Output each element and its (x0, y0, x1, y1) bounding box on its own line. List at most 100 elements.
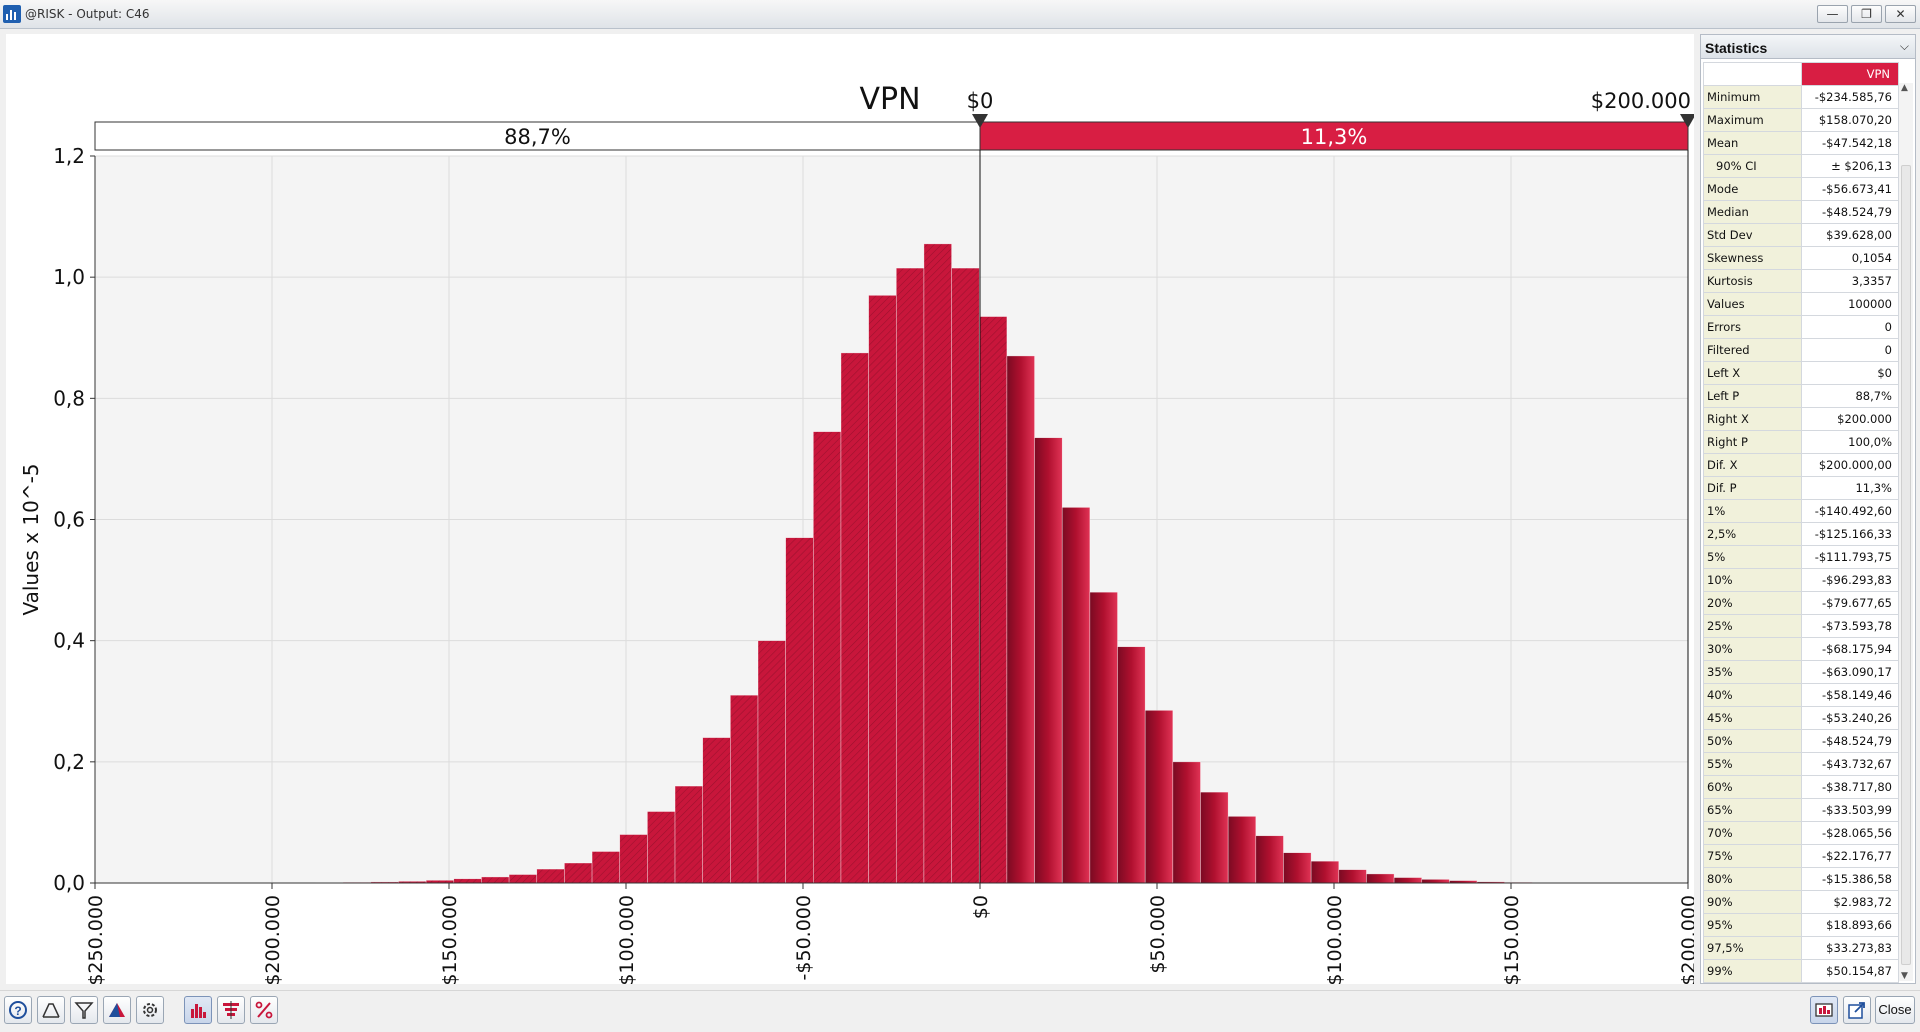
settings-gear-icon (143, 1003, 157, 1017)
statistics-row: 1% -$140.492,60 (1703, 499, 1899, 523)
statistic-label: 70% (1703, 821, 1802, 845)
statistic-value: -$48.524,79 (1800, 200, 1899, 224)
y-tick-label: 1,2 (53, 144, 85, 168)
histogram-bar (1117, 646, 1146, 884)
statistic-value: 0 (1800, 338, 1899, 362)
statistic-label: 75% (1703, 844, 1802, 868)
report-button[interactable] (1810, 996, 1838, 1024)
statistics-title: Statistics (1705, 40, 1768, 56)
left-probability-label: 88,7% (504, 125, 571, 149)
distribution-fit-icon (42, 1003, 60, 1018)
statistic-value: -$28.065,56 (1800, 821, 1899, 845)
histogram-button[interactable] (184, 996, 212, 1024)
statistic-label: Values (1703, 292, 1802, 316)
statistics-row: 80% -$15.386,58 (1703, 867, 1899, 891)
statistic-value: -$63.090,17 (1800, 660, 1899, 684)
statistic-label: 97,5% (1703, 936, 1802, 960)
statistics-row: 40% -$58.149,46 (1703, 683, 1899, 707)
statistics-row: 90% CI ± $206,13 (1703, 154, 1899, 178)
statistic-label: 30% (1703, 637, 1802, 661)
histogram-bar (1006, 355, 1035, 884)
statistic-label: 45% (1703, 706, 1802, 730)
close-button[interactable]: Close (1875, 996, 1915, 1024)
statistics-row: 25% -$73.593,78 (1703, 614, 1899, 638)
histogram-bar (840, 352, 869, 884)
statistics-row: Right X $200.000 (1703, 407, 1899, 431)
statistic-value: -$22.176,77 (1800, 844, 1899, 868)
x-tick-label: -$250.000 (85, 895, 107, 984)
statistic-value: $200.000,00 (1800, 453, 1899, 477)
chart-title: VPN (859, 82, 920, 117)
statistics-row: 35% -$63.090,17 (1703, 660, 1899, 684)
statistic-value: -$56.673,41 (1800, 177, 1899, 201)
distribution-fit-button[interactable] (37, 996, 65, 1024)
histogram-bar (481, 876, 510, 884)
statistic-label: 60% (1703, 775, 1802, 799)
title-bar: @RISK - Output: C46 — ❐ ✕ (0, 0, 1920, 29)
triangle-button[interactable] (103, 996, 131, 1024)
histogram-bar (536, 868, 565, 884)
statistic-label: Dif. X (1703, 453, 1802, 477)
y-tick-label: 0,0 (53, 871, 85, 895)
histogram-bar (647, 811, 676, 884)
risk-app-icon (3, 5, 21, 23)
statistic-value: 3,3357 (1800, 269, 1899, 293)
statistic-value: $39.628,00 (1800, 223, 1899, 247)
statistics-row: Median -$48.524,79 (1703, 200, 1899, 224)
y-axis-label: Values x 10^-5 (19, 463, 43, 615)
x-tick-label: -$150.000 (439, 895, 461, 984)
histogram-bar (1255, 835, 1284, 884)
tornado-button[interactable] (217, 996, 245, 1024)
settings-button[interactable] (136, 996, 164, 1024)
statistic-value: -$111.793,75 (1800, 545, 1899, 569)
statistic-label: 90% CI (1703, 154, 1802, 178)
restore-button[interactable]: ❐ (1851, 5, 1882, 23)
x-tick-label: $0 (970, 895, 992, 919)
statistics-row: 97,5% $33.273,83 (1703, 936, 1899, 960)
minimize-button[interactable]: — (1817, 5, 1848, 23)
statistic-value: $50.154,87 (1800, 959, 1899, 983)
statistic-label: 80% (1703, 867, 1802, 891)
statistic-label: 5% (1703, 545, 1802, 569)
svg-text:?: ? (14, 1004, 21, 1018)
statistic-label: Maximum (1703, 108, 1802, 132)
histogram-chart: 0,0 0,2 0,4 0,6 0,8 1,0 1,2 -$250.000 -$200.000 -… (19, 82, 1694, 984)
scroll-up-icon[interactable]: ▲ (1901, 83, 1908, 93)
statistics-pane: Statistics ⌵ VPN Minimum -$234.585,76 Maxim… (1700, 34, 1916, 984)
histogram-bar (1421, 879, 1450, 884)
scroll-down-icon[interactable]: ▼ (1901, 971, 1908, 981)
statistics-row: Right P 100,0% (1703, 430, 1899, 454)
statistic-value: -$53.240,26 (1800, 706, 1899, 730)
statistic-label: 2,5% (1703, 522, 1802, 546)
statistic-label: Filtered (1703, 338, 1802, 362)
statistics-row: Left X $0 (1703, 361, 1899, 385)
statistics-scrollbar[interactable]: ▲ ▼ (1899, 83, 1913, 981)
percent-button[interactable] (250, 996, 278, 1024)
y-tick-label: 0,2 (53, 750, 85, 774)
chevron-down-icon[interactable]: ⌵ (1899, 39, 1909, 53)
statistic-value: 100,0% (1800, 430, 1899, 454)
statistic-label: Errors (1703, 315, 1802, 339)
statistics-row: 50% -$48.524,79 (1703, 729, 1899, 753)
statistics-row: 10% -$96.293,83 (1703, 568, 1899, 592)
histogram-bar (1393, 877, 1423, 884)
filter-button[interactable] (70, 996, 98, 1024)
statistic-label: Skewness (1703, 246, 1802, 270)
histogram-bar (730, 694, 759, 884)
export-button[interactable] (1843, 996, 1871, 1024)
statistic-label: 20% (1703, 591, 1802, 615)
close-window-button[interactable]: ✕ (1885, 5, 1916, 23)
statistic-value: -$33.503,99 (1800, 798, 1899, 822)
column-header-vpn[interactable]: VPN (1800, 62, 1899, 86)
y-tick-label: 0,4 (53, 629, 85, 653)
histogram-bar (1144, 710, 1174, 884)
y-tick-label: 1,0 (53, 265, 85, 289)
help-button[interactable]: ? (4, 996, 32, 1024)
statistic-label: 25% (1703, 614, 1802, 638)
statistics-row: Mode -$56.673,41 (1703, 177, 1899, 201)
y-tick-label: 0,8 (53, 386, 85, 410)
statistic-label: 55% (1703, 752, 1802, 776)
histogram-bar (813, 431, 842, 884)
scrollbar-thumb[interactable] (1901, 165, 1911, 965)
histogram-bar (1366, 873, 1395, 884)
